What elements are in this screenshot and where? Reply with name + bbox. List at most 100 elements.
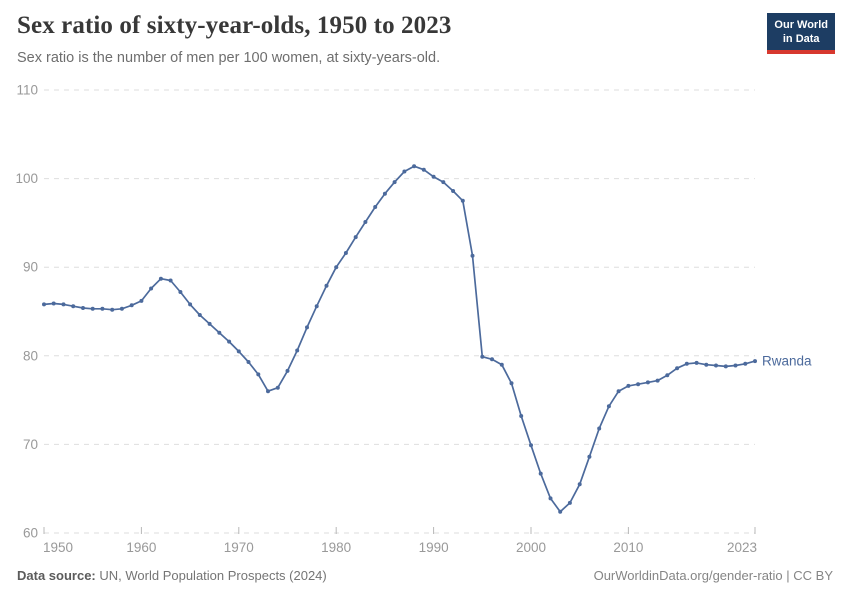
data-point [655, 378, 660, 383]
data-source-value: UN, World Population Prospects (2024) [99, 568, 327, 583]
chart-subtitle: Sex ratio is the number of men per 100 w… [17, 50, 441, 66]
data-point [548, 496, 553, 501]
line-chart-canvas: 60 70 80 90 100 110 1950 1960 1970 1980 1990 2000 20… [15, 83, 812, 556]
data-point [110, 307, 115, 312]
y-axis-tick-label: 70 [23, 437, 38, 452]
data-point [256, 372, 261, 377]
owid-logo-line1: Our World [774, 19, 828, 31]
data-point [149, 286, 154, 291]
x-axis-tick-label: 2000 [516, 540, 546, 555]
data-point [529, 443, 533, 448]
data-point [743, 361, 748, 366]
data-point [236, 349, 241, 354]
data-point [227, 339, 232, 344]
data-point [100, 306, 105, 311]
data-point [587, 454, 592, 459]
x-axis-tick-label: 2010 [613, 540, 643, 555]
data-point [714, 363, 718, 368]
data-point [490, 357, 494, 362]
data-point [538, 471, 543, 476]
y-axis-tick-label: 90 [23, 260, 38, 275]
x-axis-tick-label: 1960 [126, 540, 156, 555]
data-point [392, 180, 397, 185]
data-point [616, 389, 621, 394]
data-point [275, 385, 280, 390]
data-point [314, 304, 319, 309]
data-point [71, 304, 76, 309]
data-point [753, 359, 757, 364]
data-point [61, 302, 66, 307]
data-point [382, 191, 387, 196]
data-point [597, 426, 602, 431]
data-point [51, 301, 56, 306]
data-point [373, 205, 378, 209]
page-title: Sex ratio of sixty-year-olds, 1950 to 20… [17, 12, 452, 39]
data-point [129, 303, 134, 308]
data-point [412, 164, 417, 169]
data-point [460, 198, 465, 203]
x-axis-tick-label: 1970 [224, 540, 254, 555]
data-point [295, 348, 300, 353]
data-point [168, 278, 173, 283]
data-point [139, 298, 144, 303]
data-point [178, 290, 183, 294]
data-point [567, 500, 572, 505]
owid-logo[interactable]: Our World in Data [767, 13, 835, 54]
data-point [285, 368, 290, 373]
data-point [723, 364, 728, 369]
series-label: Rwanda [762, 354, 812, 369]
x-axis-tick-label: 1950 [43, 540, 73, 555]
data-point [431, 174, 436, 179]
data-point [733, 363, 738, 368]
owid-logo-line2: in Data [782, 33, 820, 46]
y-axis-tick-label: 110 [16, 83, 38, 98]
data-point [305, 325, 309, 330]
data-point [470, 253, 475, 258]
data-point [451, 189, 456, 193]
data-point [42, 302, 46, 307]
data-point [246, 360, 251, 364]
data-point [675, 366, 680, 371]
data-point [645, 380, 650, 385]
data-source-label: Data source: [17, 568, 96, 583]
data-point [636, 382, 641, 387]
data-point [684, 361, 689, 366]
credit-link[interactable]: OurWorldinData.org/gender-ratio | CC BY [593, 568, 833, 583]
data-point [606, 404, 611, 409]
x-axis-tick-label: 1980 [321, 540, 351, 555]
data-point [158, 276, 163, 281]
data-point [519, 414, 524, 418]
data-point [441, 180, 446, 185]
x-axis-tick-label: 1990 [419, 540, 449, 555]
data-point [324, 283, 329, 288]
data-point [626, 383, 631, 388]
data-point [577, 482, 582, 487]
data-point [421, 167, 426, 172]
data-point [90, 306, 95, 311]
data-point [509, 381, 514, 386]
data-point [207, 321, 212, 326]
data-point [81, 306, 85, 310]
data-point [480, 354, 485, 359]
y-axis-tick-label: 80 [23, 348, 38, 363]
data-point [499, 362, 504, 367]
data-point [197, 313, 202, 317]
data-point [363, 220, 368, 224]
data-point [694, 360, 699, 365]
chart-footer: Data source: UN, World Population Prospe… [17, 568, 833, 583]
data-point [558, 509, 563, 514]
data-line [43, 165, 756, 513]
data-point [665, 373, 670, 378]
data-point [334, 265, 339, 270]
data-point [353, 235, 358, 240]
data-point [266, 389, 270, 394]
data-point [119, 306, 124, 311]
y-axis-tick-label: 100 [15, 171, 38, 186]
data-point [188, 302, 193, 307]
data-point [704, 362, 709, 367]
y-axis-tick-label: 60 [23, 526, 38, 541]
data-point [217, 330, 222, 335]
data-point [402, 169, 407, 174]
x-axis-tick-label: 2023 [727, 540, 757, 555]
